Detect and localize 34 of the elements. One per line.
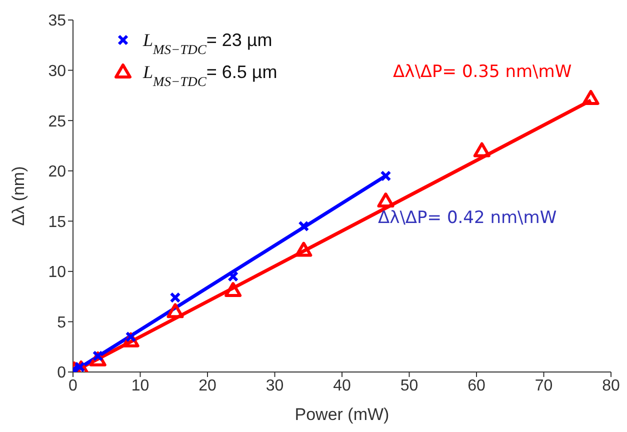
x-tick-label: 50 <box>400 377 418 394</box>
point <box>380 170 392 182</box>
x-tick-label: 20 <box>198 377 216 394</box>
annotation: Δλ\ΔP= 0.42 nm\mW <box>378 208 557 228</box>
y-tick-label: 10 <box>48 264 66 282</box>
legend-label: L$_{MS−TDC}$= 23 µm <box>142 30 272 56</box>
point <box>224 282 242 298</box>
x-tick-label: 80 <box>602 377 620 394</box>
point <box>170 292 181 304</box>
x-tick-label: 0 <box>68 377 78 394</box>
point <box>582 90 600 105</box>
y-tick-label: 20 <box>48 164 66 181</box>
x-axis-title: Power (mW) <box>294 405 390 424</box>
y-tick-label: 30 <box>48 62 66 80</box>
y-tick-label: 35 <box>48 12 66 30</box>
x-tick-label: 60 <box>468 377 486 394</box>
x-tick-label: 10 <box>131 377 150 394</box>
legend-label: L$_{MS−TDC}$= 6.5 µm <box>142 62 278 88</box>
y-axis-title: Δλ (nm) <box>9 166 28 226</box>
point <box>298 220 310 232</box>
x-tick-label: 30 <box>266 377 284 394</box>
y-tick-label: 0 <box>57 364 66 382</box>
x-tick-label: 40 <box>333 377 351 394</box>
point <box>295 242 312 257</box>
point <box>473 142 490 158</box>
point <box>74 361 86 372</box>
point <box>377 192 394 208</box>
point <box>228 270 239 282</box>
y-tick-label: 15 <box>48 214 66 231</box>
x-tick-label: 70 <box>534 377 553 394</box>
y-tick-label: 5 <box>57 314 66 332</box>
annotation: Δλ\ΔP= 0.35 nm\mW <box>393 62 572 82</box>
y-tick-label: 25 <box>48 113 66 130</box>
point <box>166 303 184 318</box>
